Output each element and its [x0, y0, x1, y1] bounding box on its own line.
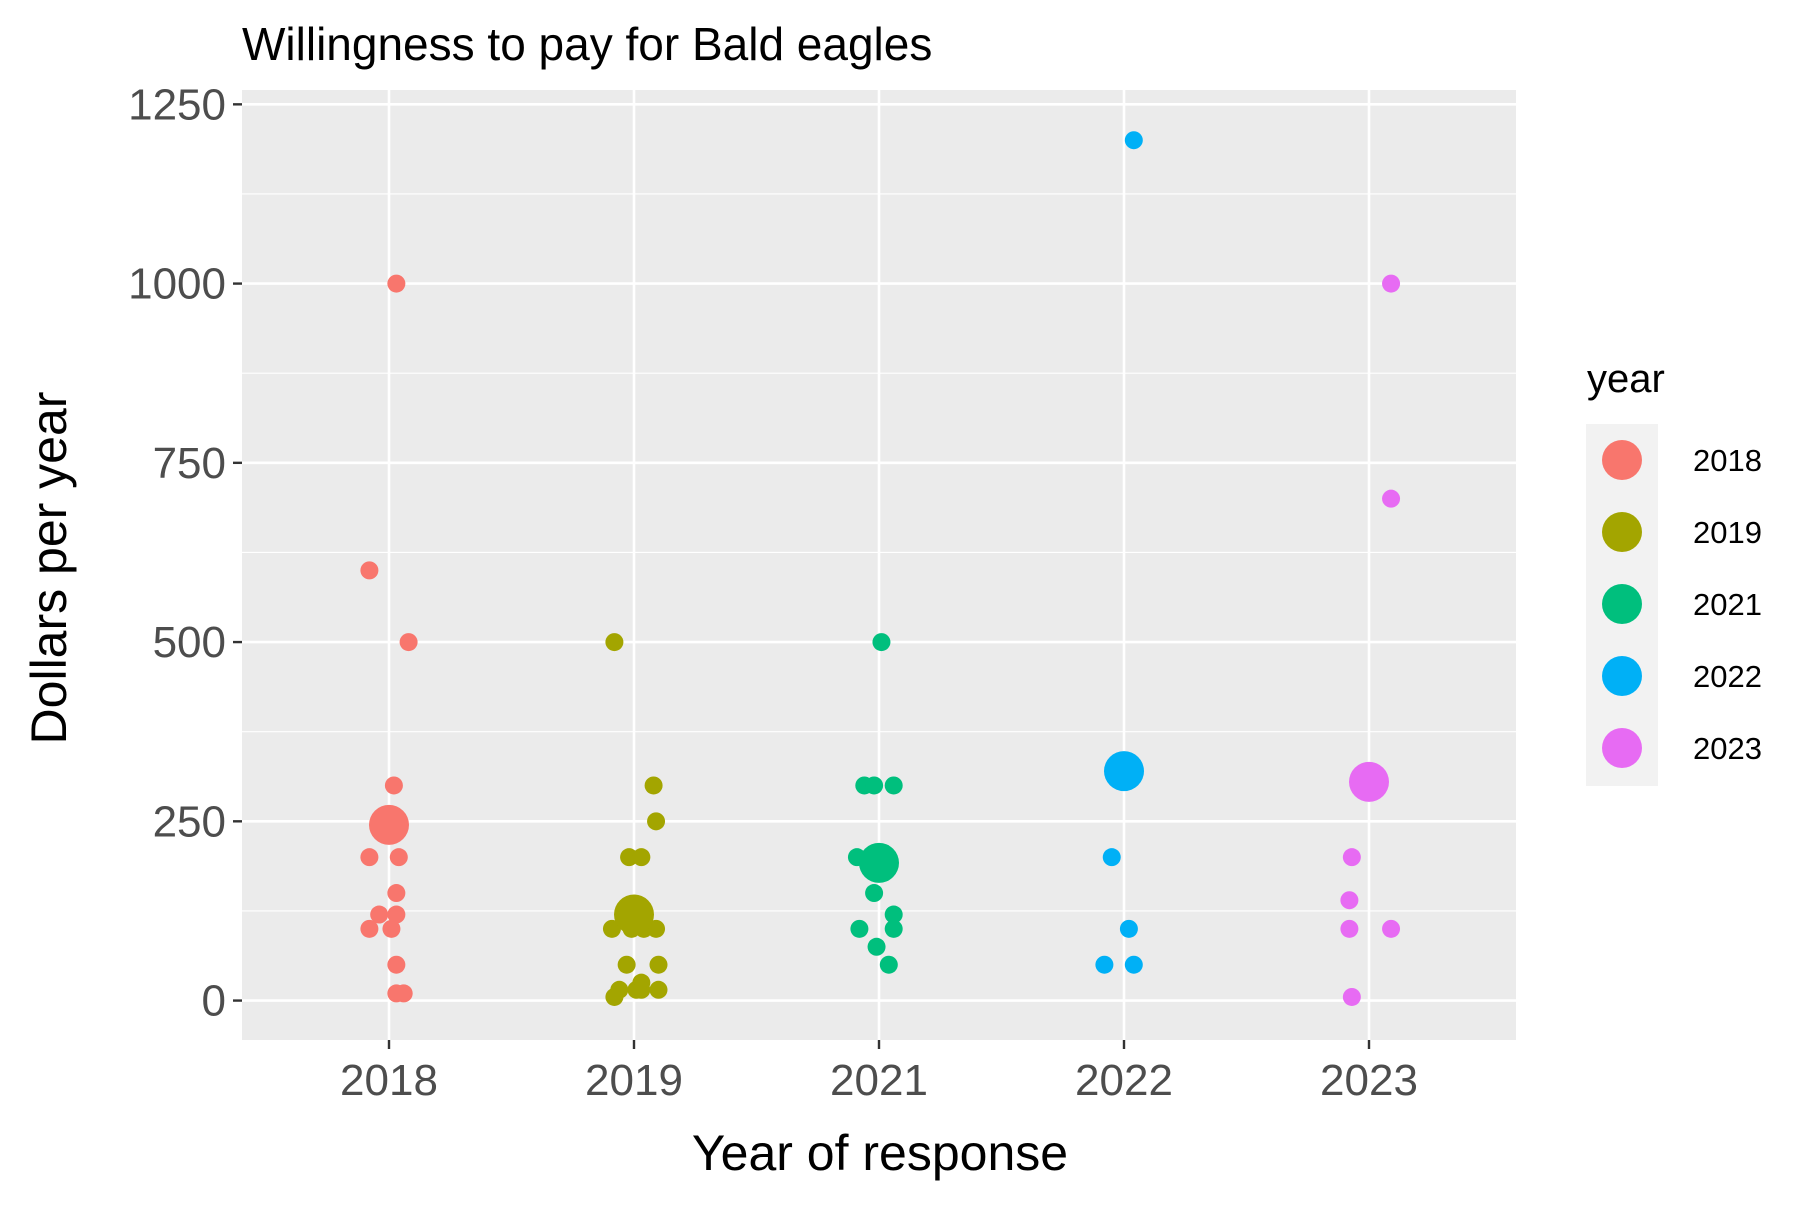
- data-point: [605, 987, 624, 1006]
- legend-item-label: 2018: [1693, 443, 1762, 478]
- mean-point: [859, 842, 899, 883]
- data-point: [632, 848, 651, 867]
- legend-key-dot: [1602, 656, 1642, 696]
- mean-point: [1349, 761, 1389, 802]
- data-point: [387, 274, 406, 293]
- mean-point: [369, 804, 409, 845]
- y-tick-label: 1250: [128, 80, 226, 129]
- data-point: [1095, 955, 1114, 974]
- x-tick-label: 2018: [340, 1056, 438, 1105]
- data-point: [884, 905, 903, 924]
- data-point: [602, 919, 621, 938]
- data-point: [387, 955, 406, 974]
- data-point: [644, 776, 663, 795]
- y-tick-label: 1000: [128, 260, 226, 309]
- x-tick-label: 2022: [1075, 1056, 1173, 1105]
- data-point: [872, 633, 891, 652]
- y-tick-label: 0: [202, 977, 226, 1026]
- data-point: [1340, 891, 1359, 910]
- data-point: [647, 812, 666, 831]
- data-point: [865, 884, 884, 903]
- data-point: [360, 919, 379, 938]
- data-point: [605, 633, 624, 652]
- data-point: [617, 955, 636, 974]
- data-points: [360, 131, 1401, 1006]
- y-tick-label: 250: [153, 797, 226, 846]
- legend-item-label: 2023: [1693, 731, 1762, 766]
- data-point: [884, 919, 903, 938]
- legend-key-dot: [1602, 512, 1642, 552]
- data-point: [647, 919, 666, 938]
- mean-point: [614, 894, 654, 935]
- major-gridlines: [242, 90, 1516, 1040]
- data-point: [1119, 919, 1138, 938]
- legend-item-label: 2021: [1693, 587, 1762, 622]
- data-point: [1342, 848, 1361, 867]
- data-point: [867, 937, 886, 956]
- legend-item-label: 2019: [1693, 515, 1762, 550]
- mean-point: [1104, 751, 1144, 792]
- x-axis-label: Year of response: [692, 1125, 1068, 1181]
- x-axis: 2018 2019 2021 2022 2023: [340, 1040, 1418, 1105]
- data-point: [384, 776, 403, 795]
- data-point: [360, 848, 379, 867]
- data-point: [389, 848, 408, 867]
- data-point: [1124, 955, 1143, 974]
- y-tick-label: 500: [153, 618, 226, 667]
- data-point: [850, 919, 869, 938]
- data-point: [382, 919, 401, 938]
- data-point: [1342, 987, 1361, 1006]
- x-tick-label: 2021: [830, 1056, 928, 1105]
- data-point: [1382, 919, 1401, 938]
- x-tick-label: 2023: [1320, 1056, 1418, 1105]
- data-point: [360, 561, 379, 580]
- data-point: [387, 884, 406, 903]
- data-point: [649, 955, 668, 974]
- data-point: [1382, 489, 1401, 508]
- data-point: [1340, 919, 1359, 938]
- y-axis: 0 250 500 750 1000 1250: [128, 80, 242, 1026]
- data-point: [1124, 131, 1143, 150]
- data-point: [370, 905, 389, 924]
- data-point: [1102, 848, 1121, 867]
- legend-key-dot: [1602, 728, 1642, 768]
- legend-title: year: [1587, 357, 1665, 401]
- data-point: [632, 980, 651, 999]
- data-point: [879, 955, 898, 974]
- data-point: [394, 984, 413, 1003]
- legend: year 2018 2019 2021 2022 2023: [1586, 357, 1762, 786]
- y-axis-label: Dollars per year: [21, 392, 77, 745]
- x-tick-label: 2019: [585, 1056, 683, 1105]
- legend-key-dot: [1602, 440, 1642, 480]
- data-point: [865, 776, 884, 795]
- y-tick-label: 750: [153, 439, 226, 488]
- legend-key-dot: [1602, 584, 1642, 624]
- legend-item-label: 2022: [1693, 659, 1762, 694]
- data-point: [884, 776, 903, 795]
- data-point: [1382, 274, 1401, 293]
- chart-title: Willingness to pay for Bald eagles: [242, 18, 932, 70]
- data-point: [399, 633, 418, 652]
- legend-items: 2018 2019 2021 2022 2023: [1602, 440, 1762, 768]
- data-point: [387, 905, 406, 924]
- data-point: [649, 980, 668, 999]
